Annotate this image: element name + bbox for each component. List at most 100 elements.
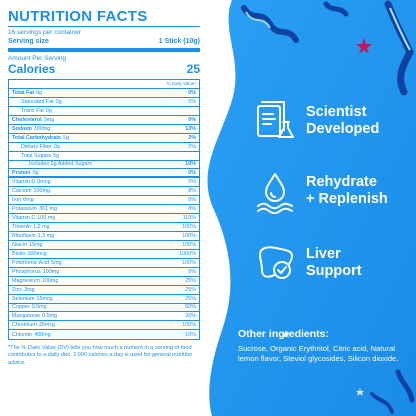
- nutrient-daily-value: 110%: [182, 215, 196, 222]
- nutrient-amount: 100mg: [33, 188, 50, 195]
- nutrient-row: Biotin 300mcg 1000%: [9, 250, 199, 259]
- feature-line1: Scientist: [306, 104, 367, 120]
- nutrient-row: Zinc 3mg 25%: [9, 286, 199, 295]
- serving-size-label: Serving size: [8, 38, 49, 45]
- nutrient-row: Chromium 35mcg 100%: [9, 321, 199, 331]
- water-drops-icon: [257, 173, 293, 214]
- nutrient-label: Potassium: [12, 206, 38, 213]
- nutrient-row: Niacin 15mg 100%: [9, 241, 199, 250]
- feature-line2: Support: [306, 263, 362, 279]
- nutrient-name: Protein 0g: [12, 169, 39, 177]
- nutrient-label: Selenium: [12, 295, 35, 302]
- nutrient-label: Manganese: [12, 313, 41, 320]
- nutrient-row: Iron 0mg 0%: [9, 196, 199, 206]
- nutrient-table: % Daily Value* Total Fat 0g 0% Saturated Fa…: [8, 79, 200, 341]
- nutrient-name: Total Fat 0g: [12, 89, 42, 97]
- nutrient-name: Cholesterol 0mg: [12, 116, 54, 124]
- nutrient-name: Selenium 15mcg: [12, 295, 53, 303]
- nutrient-amount: 0mcg: [37, 179, 51, 186]
- nutrient-row: Total Carbohydrate 5g 2%: [9, 134, 199, 143]
- nutrient-daily-value: 8%: [188, 268, 196, 275]
- nutrient-name: Total Sugars 5g: [21, 152, 59, 160]
- nutrient-row: Potothenic Acid 5mg 100%: [9, 259, 199, 268]
- nutrient-label: Thiamin: [12, 224, 32, 231]
- nutrient-name: Sodium 300mg: [12, 125, 50, 133]
- feature-scientist-developed: Scientist Developed: [252, 98, 379, 144]
- nutrient-row: Magnesium 100mg 25%: [9, 277, 199, 286]
- nutrient-label: Chromium: [12, 322, 37, 329]
- star-decoration: [282, 38, 372, 396]
- nutrient-row: Dietary Fiber 0g 0%: [9, 143, 199, 152]
- nutrient-label: Riboflavin: [12, 232, 36, 239]
- feature-line2: + Replenish: [306, 191, 388, 207]
- nutrition-title: NUTRITION FACTS: [8, 8, 148, 25]
- nutrient-row: Phosphorus 100mg 8%: [9, 268, 199, 277]
- nutrient-daily-value: 15%: [185, 331, 196, 338]
- nutrient-row: Trans Fat 0g: [9, 107, 199, 116]
- nutrient-amount: 15mg: [28, 241, 43, 248]
- nutrient-label: Saturated Fat: [21, 98, 54, 105]
- nutrient-name: Potassium 361 mg: [12, 205, 57, 213]
- nutrient-name: Copper 0.5mg: [12, 303, 47, 311]
- nutrient-rows: Total Fat 0g 0% Saturated Fat 0g 0% Trans Fat 0…: [9, 89, 199, 339]
- nutrient-amount: 300mg: [33, 125, 51, 132]
- nutrient-row: Vitamin D 0mcg 0%: [9, 178, 199, 188]
- nutrient-label: Total Carbohydrate: [12, 134, 62, 141]
- nutrient-label: Cholesterol: [12, 116, 42, 123]
- calories-value: 25: [186, 62, 200, 76]
- nutrient-amount: 3mg: [24, 286, 35, 293]
- nutrient-name: Potothenic Acid 5mg: [12, 259, 62, 267]
- feature-text: Liver Support: [306, 246, 416, 280]
- nutrient-daily-value: 100%: [182, 322, 196, 329]
- feature-line1: Liver: [306, 246, 341, 262]
- ribbon-decoration: [241, 0, 415, 414]
- nutrient-amount: 1.3 mg: [37, 232, 55, 239]
- nutrient-label: Total Sugars: [21, 152, 51, 159]
- serving-size-value: 1 Stick (10g): [158, 38, 200, 45]
- nutrient-daily-value: 1000%: [179, 250, 196, 257]
- nutrient-daily-value: 100%: [182, 241, 196, 248]
- feature-liver-support: Liver Support: [252, 240, 362, 286]
- nutrient-amount: 0.5mg: [42, 313, 58, 320]
- nutrient-label: Calcium: [12, 188, 32, 195]
- nutrient-daily-value: 100%: [182, 232, 196, 239]
- nutrient-row: Selenium 15mcg 25%: [9, 295, 199, 304]
- nutrient-label: Includes 5g Added Sugars: [29, 161, 92, 168]
- nutrient-label: Magnesium: [12, 277, 40, 284]
- daily-value-footnote: *The % Daily Value (DV) tells you how mu…: [8, 345, 193, 366]
- nutrient-amount: 0g: [36, 89, 43, 96]
- nutrient-row: Vitamin C 100 mg 110%: [9, 214, 199, 224]
- nutrient-daily-value: 0%: [188, 143, 196, 150]
- nutrient-amount: 0g: [45, 107, 52, 114]
- nutrient-daily-value: 0%: [188, 169, 196, 176]
- nutrient-amount: 0g: [55, 98, 62, 105]
- feature-text: Rehydrate + Replenish: [306, 174, 416, 208]
- nutrient-name: Includes 5g Added Sugars: [29, 160, 92, 168]
- nutrient-row: Saturated Fat 0g 0%: [9, 98, 199, 107]
- nutrient-name: Riboflavin 1.3 mg: [12, 232, 54, 240]
- nutrient-row: Potassium 361 mg 8%: [9, 205, 199, 215]
- nutrient-name: Phosphorus 100mg: [12, 268, 59, 276]
- nutrient-daily-value: 0%: [188, 197, 196, 204]
- nutrient-daily-value: 0%: [188, 116, 196, 123]
- nutrient-daily-value: 8%: [188, 188, 196, 195]
- document-flask-icon: [257, 101, 294, 138]
- nutrient-daily-value: 0%: [188, 179, 196, 186]
- nutrient-daily-value: 25%: [185, 286, 196, 293]
- nutrient-amount: 0g: [32, 169, 39, 176]
- nutrient-daily-value: 20%: [185, 313, 196, 320]
- nutrient-amount: 0mg: [43, 116, 55, 123]
- nutrient-amount: 5g: [52, 152, 59, 159]
- nutrient-label: Biotin: [12, 250, 26, 257]
- amount-per-serving: Amount Per Serving: [8, 55, 67, 62]
- nutrient-label: Trans Fat: [21, 107, 44, 114]
- nutrient-amount: 0mg: [23, 197, 34, 204]
- nutrient-amount: 35mcg: [38, 322, 56, 329]
- nutrient-amount: 100 mg: [37, 215, 56, 222]
- nutrient-name: Thiamin 1.2 mg: [12, 223, 50, 231]
- nutrient-name: Saturated Fat 0g: [21, 98, 62, 106]
- feature-line2: Developed: [306, 121, 380, 137]
- nutrient-label: Phosphorus: [12, 268, 41, 275]
- nutrient-row: Thiamin 1.2 mg 100%: [9, 223, 199, 232]
